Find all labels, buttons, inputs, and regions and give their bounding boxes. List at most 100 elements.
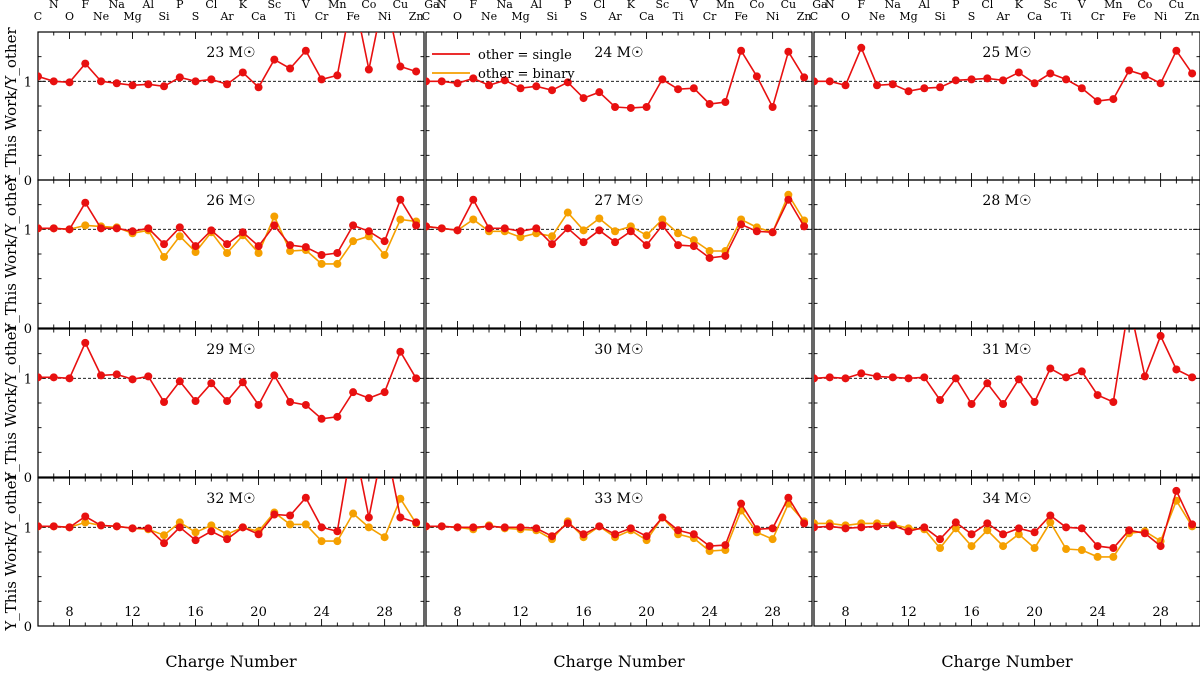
data-point xyxy=(873,372,882,381)
data-point xyxy=(784,493,793,502)
element-label-bottom: Cr xyxy=(703,10,717,23)
y-tick-label: 0 xyxy=(24,471,32,486)
element-label-top: Na xyxy=(885,0,902,11)
data-point xyxy=(191,242,200,251)
data-point xyxy=(1046,69,1055,78)
element-label-bottom: Ti xyxy=(673,10,684,23)
panel-title: 27 M☉ xyxy=(594,193,643,209)
data-point xyxy=(642,241,651,250)
data-point xyxy=(333,527,342,536)
y-tick-label: 0 xyxy=(24,322,32,337)
element-label-top: Sc xyxy=(655,0,669,11)
data-point xyxy=(396,62,405,71)
data-point xyxy=(254,242,263,251)
element-label-top: Sc xyxy=(267,0,281,11)
data-point xyxy=(563,208,572,217)
element-label-top: V xyxy=(1077,0,1087,11)
panel-title: 32 M☉ xyxy=(206,491,255,507)
data-point xyxy=(1109,95,1118,104)
element-label-bottom: Si xyxy=(935,10,947,23)
data-point xyxy=(611,227,620,236)
element-label-bottom: Ni xyxy=(766,10,780,23)
data-point xyxy=(951,524,960,533)
element-label-bottom: Ni xyxy=(1154,10,1168,23)
element-label-top: P xyxy=(176,0,184,11)
panel: 32 M☉ 8 12 16 20 24 28 0 1 xyxy=(24,477,425,635)
element-label-bottom: O xyxy=(841,10,850,23)
data-point xyxy=(841,374,850,383)
panel-title: 30 M☉ xyxy=(594,342,643,358)
data-point xyxy=(317,414,326,423)
data-point xyxy=(1125,526,1134,535)
element-label-bottom: Ti xyxy=(1061,10,1072,23)
element-label-bottom: Ca xyxy=(1027,10,1042,23)
data-point xyxy=(951,518,960,527)
data-point xyxy=(500,224,509,233)
data-point xyxy=(1093,391,1102,400)
data-point xyxy=(888,80,897,89)
element-label-bottom: Ne xyxy=(93,10,109,23)
data-point xyxy=(349,221,358,230)
data-point xyxy=(396,513,405,522)
data-point xyxy=(689,236,698,245)
y-tick-label: 1 xyxy=(24,372,32,387)
data-point xyxy=(1140,71,1149,80)
data-point xyxy=(611,102,620,111)
data-point xyxy=(270,371,279,380)
y-axis-label: Y_This Work/Y_other xyxy=(2,473,20,632)
data-point xyxy=(1014,530,1023,539)
data-point xyxy=(412,221,421,230)
data-point xyxy=(485,81,494,90)
data-point xyxy=(223,80,232,89)
data-point xyxy=(705,542,714,551)
data-point xyxy=(721,98,730,107)
data-point xyxy=(752,227,761,236)
panel: 24 M☉ xyxy=(425,31,813,181)
data-point xyxy=(144,524,153,533)
data-point xyxy=(349,509,358,518)
element-label-top: N xyxy=(825,0,835,11)
data-point xyxy=(333,249,342,258)
data-point xyxy=(563,78,572,87)
data-point xyxy=(595,214,604,223)
data-point xyxy=(611,530,620,539)
data-point xyxy=(207,521,216,530)
element-label-bottom: S xyxy=(968,10,976,23)
data-point xyxy=(548,86,557,95)
data-point xyxy=(160,398,169,407)
x-tick-label: 20 xyxy=(1026,605,1043,620)
data-point xyxy=(1077,546,1086,555)
data-point xyxy=(238,378,247,387)
data-point xyxy=(983,74,992,83)
element-label-top: P xyxy=(564,0,572,11)
data-point xyxy=(784,47,793,56)
data-point xyxy=(112,224,121,233)
data-point xyxy=(904,374,913,383)
data-point xyxy=(426,77,430,86)
data-point xyxy=(1109,398,1118,407)
element-label-bottom: Si xyxy=(159,10,171,23)
element-label-bottom: Mg xyxy=(511,10,529,23)
data-point xyxy=(579,530,588,539)
data-point xyxy=(936,83,945,92)
element-label-top: F xyxy=(469,0,477,11)
data-point xyxy=(49,77,58,86)
data-point xyxy=(1014,375,1023,384)
data-point xyxy=(65,523,74,532)
element-label-bottom: Zn xyxy=(797,10,812,23)
data-point xyxy=(1046,511,1055,520)
data-point xyxy=(254,83,263,92)
x-tick-label: 8 xyxy=(65,605,73,620)
panel: 31 M☉ xyxy=(813,328,1200,478)
element-label-top: F xyxy=(81,0,89,11)
data-point xyxy=(223,397,232,406)
element-label-top: Cu xyxy=(781,0,797,11)
data-point xyxy=(254,400,263,409)
data-point xyxy=(380,388,389,397)
data-point xyxy=(286,64,295,73)
data-point xyxy=(81,221,90,230)
data-point xyxy=(286,511,295,520)
element-label-top: Cl xyxy=(205,0,217,11)
x-tick-label: 16 xyxy=(187,605,204,620)
data-point xyxy=(579,94,588,103)
